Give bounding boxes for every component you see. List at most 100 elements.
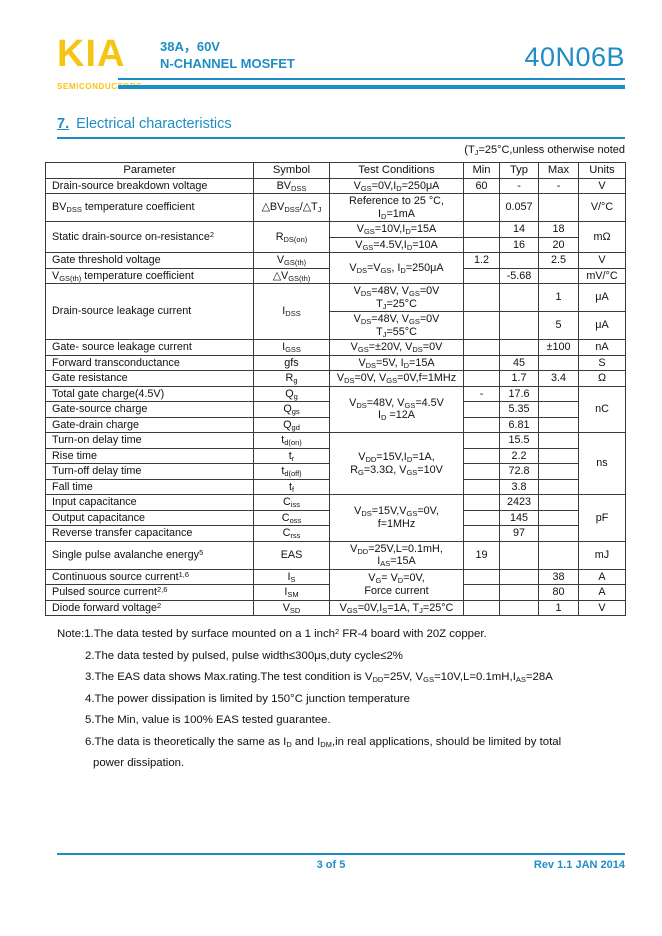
table-cell [463, 401, 500, 418]
page-number: 3 of 5 [316, 859, 346, 871]
table-row: Gate- source leakage current IGSS VGS=±20V… [45, 339, 626, 356]
table-cell: VDS=48V, VGS=0V TJ=25°C [329, 283, 464, 312]
table-cell: mJ [578, 540, 626, 570]
table-row: Total gate charge(4.5V) Qg VDS=48V, VGS=4.… [45, 385, 626, 433]
table-cell [499, 311, 539, 340]
table-cell: pF [578, 494, 626, 542]
table-row: Turn-on delay time td(on) VDD=15V,ID=1A, RG… [45, 432, 626, 495]
table-cell: Gate-drain charge [45, 416, 254, 433]
table-cell: V [578, 252, 626, 269]
table-cell [463, 416, 500, 433]
table-cell: 6.81 [499, 416, 539, 433]
table-cell: Single pulse avalanche energy5 [45, 540, 254, 570]
table-cell: V [578, 599, 626, 616]
table-cell: VGS=4.5V,ID=10A [329, 236, 464, 253]
table-cell: Reverse transfer capacitance [45, 525, 254, 542]
table-cell: BVDSS [253, 177, 330, 194]
table-cell: Gate threshold voltage [45, 252, 254, 269]
table-cell: Turn-on delay time [45, 432, 254, 449]
table-cell: 19 [463, 540, 500, 570]
header-rule-thin [118, 78, 625, 80]
header-divider [118, 78, 625, 89]
table-cell: VGS(th) [253, 252, 330, 269]
table-cell [463, 267, 500, 284]
table-cell: BVDSS temperature coefficient [45, 193, 254, 222]
column-header: Typ [499, 162, 539, 179]
table-cell: V/°C [578, 193, 626, 222]
table-cell [538, 385, 579, 402]
table-cell [463, 283, 500, 312]
table-cell: VDS=48V, VGS=0V TJ=55°C [329, 311, 464, 340]
note-line: 3.The EAS data shows Max.rating.The test… [85, 671, 553, 684]
table-cell: Static drain-source on-resistance2 [45, 221, 254, 253]
table-cell: ISM [253, 584, 330, 601]
table-cell: - [499, 177, 539, 194]
table-cell: 60 [463, 177, 500, 194]
kia-logo: KIA [57, 33, 126, 75]
table-cell: VG= VD=0V, Force current [329, 568, 464, 601]
table-cell: mΩ [578, 221, 626, 253]
table-cell [463, 221, 500, 238]
table-cell: Diode forward voltage2 [45, 599, 254, 616]
part-number: 40N06B [524, 42, 625, 72]
table-cell: Total gate charge(4.5V) [45, 385, 254, 402]
note-line: power dissipation. [93, 757, 185, 769]
table-cell: IDSS [253, 283, 330, 340]
table-cell: VDS=0V, VGS=0V,f=1MHz [329, 370, 464, 387]
table-cell: Output capacitance [45, 509, 254, 526]
table-cell [538, 432, 579, 449]
table-cell: VSD [253, 599, 330, 616]
column-header: Symbol [253, 162, 330, 179]
table-cell: 5.35 [499, 401, 539, 418]
table-cell: △BVDSS/△TJ [253, 193, 330, 222]
column-header: Units [578, 162, 626, 179]
table-cell: VDS=VGS, ID=250μA [329, 252, 464, 284]
device-summary: 38A，60V N-CHANNEL MOSFET [160, 38, 295, 72]
table-row: Gate threshold voltage VGS(th) VDS=VGS, ID… [45, 252, 626, 284]
table-cell: 20 [538, 236, 579, 253]
table-cell [463, 568, 500, 585]
table-cell: Fall time [45, 478, 254, 495]
table-cell: VGS(th) temperature coefficient [45, 267, 254, 284]
table-cell: 1 [538, 599, 579, 616]
section-number: 7. [57, 116, 70, 132]
table-row: Static drain-source on-resistance2 RDS(on… [45, 221, 626, 253]
table-cell: - [538, 177, 579, 194]
table-cell [463, 339, 500, 356]
table-cell: 2.5 [538, 252, 579, 269]
electrical-characteristics-table: Parameter Symbol Test Conditions Min Typ Max U… [45, 162, 626, 616]
table-cell: Continuous source current1,6 [45, 568, 254, 585]
table-cell: ns [578, 432, 626, 495]
table-cell [463, 432, 500, 449]
table-cell [499, 568, 539, 585]
table-cell [538, 447, 579, 464]
table-cell: gfs [253, 354, 330, 371]
table-cell: 2423 [499, 494, 539, 511]
table-row: Gate-drain charge Qgd 6.81 [45, 416, 626, 433]
table-cell: 80 [538, 584, 579, 601]
table-cell [538, 267, 579, 284]
table-cell: -5.68 [499, 267, 539, 284]
table-row: Drain-source leakage current IDSS VDS=48V,… [45, 283, 626, 340]
table-cell [463, 354, 500, 371]
table-row: Diode forward voltage2 VSD VGS=0V,IS=1A, T… [45, 599, 626, 616]
table-row: Forward transconductance gfs VDS=5V, ID=15… [45, 354, 626, 371]
table-cell [463, 584, 500, 601]
table-cell [538, 416, 579, 433]
note-line: 5.The Min, value is 100% EAS tested guar… [85, 714, 331, 726]
table-cell: μA [578, 283, 626, 312]
table-cell: nC [578, 385, 626, 433]
table-cell: tf [253, 478, 330, 495]
table-cell: 38 [538, 568, 579, 585]
table-cell [463, 478, 500, 495]
table-cell [463, 447, 500, 464]
table-cell: VDS=15V,VGS=0V, f=1MHz [329, 494, 464, 542]
table-cell: Rise time [45, 447, 254, 464]
table-cell [538, 494, 579, 511]
table-row: Single pulse avalanche energy5 EAS VDD=25V… [45, 540, 626, 570]
table-row: Output capacitance Coss 145 [45, 509, 626, 526]
table-cell: Turn-off delay time [45, 463, 254, 480]
table-cell: 3.4 [538, 370, 579, 387]
table-cell: A [578, 568, 626, 585]
